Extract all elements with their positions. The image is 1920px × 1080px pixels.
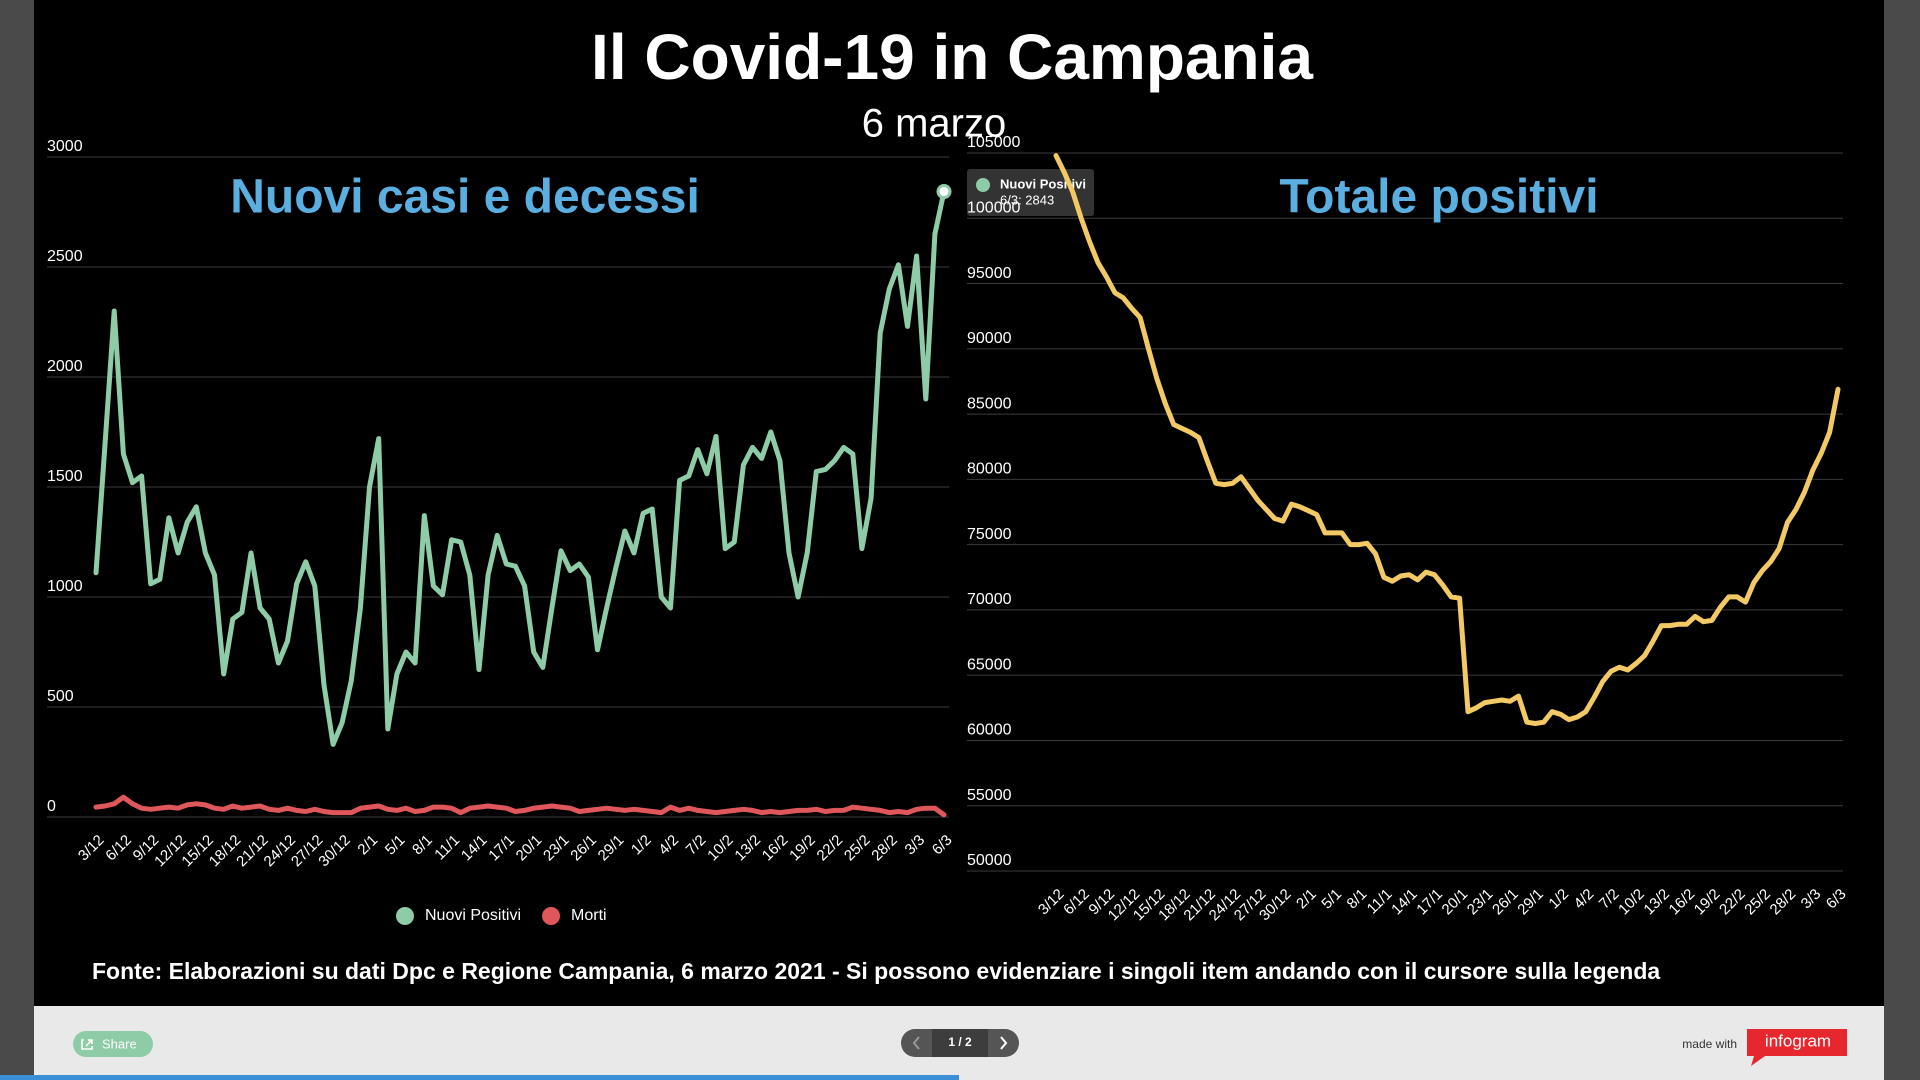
y-tick-label: 90000 — [967, 330, 1012, 347]
data-line — [93, 189, 947, 747]
pager-center — [932, 1029, 988, 1057]
y-tick-label: 2500 — [47, 248, 83, 265]
y-tick-label: 2000 — [47, 358, 83, 375]
tooltip-swatch — [976, 178, 990, 192]
y-tick-label: 50000 — [967, 852, 1012, 869]
made-with: made with — [1682, 1037, 1737, 1051]
chart-title: Nuovi casi e decessi — [230, 171, 700, 224]
next-button[interactable] — [1000, 1036, 1008, 1050]
y-tick-label: 105000 — [967, 134, 1020, 151]
y-tick-label: 75000 — [967, 526, 1012, 543]
page-title: Il Covid-19 in Campania — [591, 21, 1313, 93]
tooltip-title: Nuovi Positivi — [1000, 176, 1086, 191]
y-tick-label: 1000 — [47, 578, 83, 595]
y-tick-label: 0 — [47, 798, 56, 815]
tooltip-text: 6/3: 2843 — [1000, 192, 1054, 207]
tooltip — [967, 169, 1094, 216]
legend-label: Nuovi Positivi — [425, 907, 521, 924]
hover-point — [936, 184, 952, 200]
data-line — [1053, 153, 1841, 726]
share-icon — [81, 1039, 93, 1050]
y-tick-label: 100000 — [967, 199, 1020, 216]
legend-swatch — [542, 907, 561, 925]
share-button[interactable] — [73, 1031, 153, 1057]
infographic — [34, 0, 1884, 1006]
legend-swatch — [396, 907, 414, 925]
y-tick-label: 95000 — [967, 265, 1012, 282]
y-tick-label: 65000 — [967, 656, 1012, 673]
share-label: Share — [102, 1036, 137, 1051]
y-tick-label: 85000 — [967, 395, 1012, 412]
y-tick-label: 70000 — [967, 591, 1012, 608]
y-tick-label: 55000 — [967, 787, 1012, 804]
progress-bar — [0, 1075, 959, 1080]
legend-label: Morti — [571, 907, 607, 924]
source-note: Fonte: Elaborazioni su dati Dpc e Region… — [92, 958, 1660, 984]
brand-logo[interactable] — [1747, 1029, 1847, 1066]
pager-label: 1 / 2 — [948, 1035, 972, 1049]
brand-label: infogram — [1765, 1031, 1831, 1050]
chart-title: Totale positivi — [1279, 171, 1598, 224]
data-line — [93, 794, 947, 818]
y-tick-label: 60000 — [967, 722, 1012, 739]
page-subtitle: 6 marzo — [862, 102, 1007, 146]
y-tick-label: 1500 — [47, 468, 83, 485]
prev-button[interactable] — [912, 1036, 920, 1050]
y-tick-label: 3000 — [47, 138, 83, 155]
y-tick-label: 80000 — [967, 461, 1012, 478]
y-tick-label: 500 — [47, 688, 74, 705]
